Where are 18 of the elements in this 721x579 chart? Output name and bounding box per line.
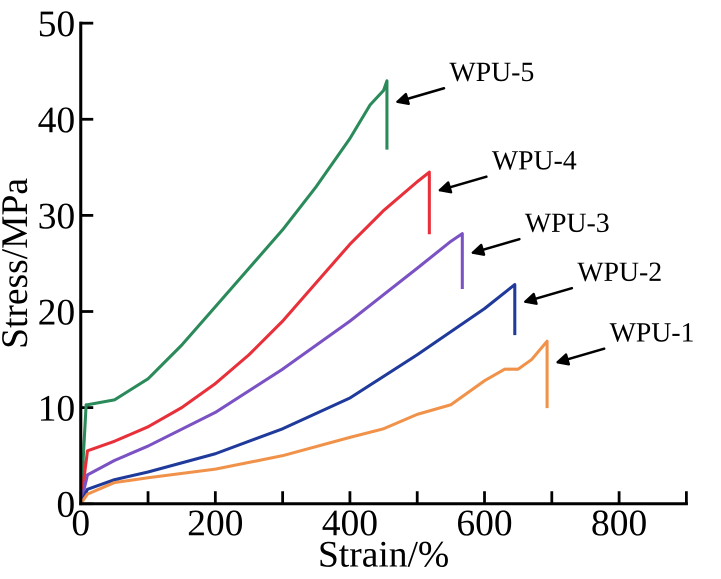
line-series — [80, 340, 549, 504]
x-tick-label: 800 — [592, 510, 646, 536]
y-tick-label: 0 — [58, 492, 74, 518]
annotation: WPU-5 — [449, 62, 534, 82]
annotation: WPU-4 — [492, 151, 576, 170]
y-tick-label: 10 — [40, 396, 74, 421]
annotation: WPU-3 — [524, 213, 609, 232]
y-tick-label: 50 — [40, 11, 74, 37]
x-tick-label: 400 — [322, 510, 377, 536]
y-tick-label: 20 — [39, 300, 74, 325]
y-tick-label: 40 — [38, 107, 74, 133]
y-axis-title: Stress/MPa — [2, 178, 28, 346]
x-tick-label: 200 — [188, 510, 242, 536]
y-tick-label: 30 — [39, 203, 74, 229]
x-tick-label: 600 — [458, 510, 512, 536]
x-axis-title: Strain/% — [320, 542, 448, 568]
annotation: WPU-1 — [610, 323, 693, 342]
annotation: WPU-2 — [577, 262, 661, 282]
